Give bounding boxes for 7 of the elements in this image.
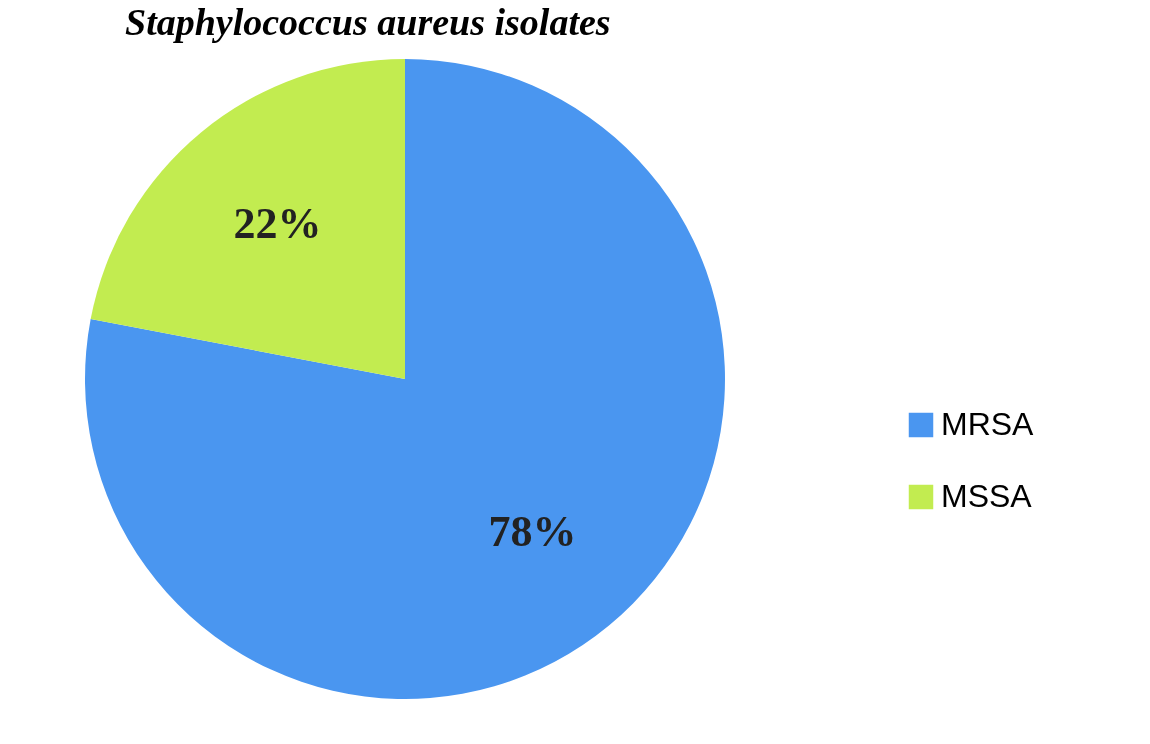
- pie-slice: [85, 59, 725, 699]
- legend-label: MRSA: [941, 406, 1035, 442]
- pie-slice: [90, 59, 405, 379]
- chart-title: Staphylococcus aureus isolates: [125, 1, 611, 43]
- data-label: 22%: [233, 198, 322, 248]
- data-label: 78%: [488, 507, 577, 557]
- legend-label: MSSA: [941, 478, 1033, 514]
